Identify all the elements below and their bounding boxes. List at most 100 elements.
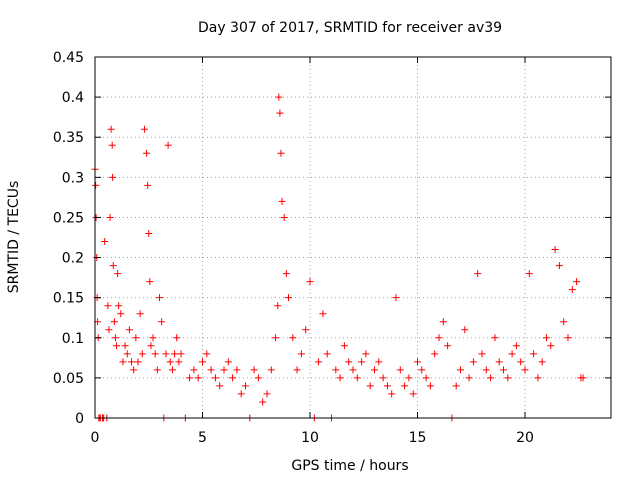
data-point (177, 350, 185, 358)
data-point (110, 318, 118, 326)
data-point (158, 318, 166, 326)
data-point (229, 374, 237, 382)
data-point (254, 374, 262, 382)
data-point (216, 382, 224, 390)
data-point (106, 213, 114, 221)
y-tick-label: 0.1 (62, 331, 84, 347)
data-point (121, 342, 129, 350)
data-point (272, 334, 280, 342)
data-point (199, 358, 206, 366)
data-point (105, 326, 113, 334)
x-tick-label: 10 (301, 430, 319, 446)
data-point (109, 262, 117, 270)
data-point (401, 382, 409, 390)
data-point (568, 286, 576, 294)
data-point (267, 366, 275, 374)
data-point (123, 350, 131, 358)
data-point (277, 149, 285, 157)
data-point (547, 342, 555, 350)
data-point (422, 374, 430, 382)
data-point (478, 350, 486, 358)
data-point (495, 358, 503, 366)
data-point (371, 366, 378, 374)
data-point (114, 270, 122, 278)
data-point (474, 270, 482, 278)
data-point (396, 366, 404, 374)
data-point (500, 366, 507, 374)
data-point (551, 246, 559, 254)
data-point (353, 374, 361, 382)
data-point (521, 366, 529, 374)
y-tick-label: 0.45 (53, 50, 84, 66)
data-point (297, 350, 305, 358)
data-point (274, 302, 282, 310)
data-point (332, 366, 340, 374)
data-point (491, 334, 499, 342)
data-point (162, 350, 170, 358)
data-point (108, 141, 116, 149)
data-point (275, 93, 283, 101)
data-point (461, 326, 469, 334)
data-point (358, 358, 366, 366)
data-point (560, 318, 568, 326)
data-point (101, 238, 109, 246)
y-tick-label: 0.35 (53, 130, 84, 146)
data-point (457, 366, 464, 374)
data-point (340, 342, 348, 350)
data-point (319, 310, 327, 318)
data-point (237, 390, 245, 398)
data-point (147, 342, 155, 350)
data-point (345, 358, 353, 366)
data-point (439, 318, 447, 326)
x-axis: 0 5 10 15 20 (91, 57, 534, 446)
data-point (119, 358, 127, 366)
data-point (194, 374, 202, 382)
y-tick-label: 0.2 (62, 251, 84, 267)
data-point (144, 181, 152, 189)
y-axis: 0 0.05 0.1 0.15 0.2 0.25 0.3 0.35 0.4 0.45 (53, 50, 611, 427)
y-tick-label: 0.3 (62, 170, 84, 186)
data-point (444, 342, 452, 350)
data-point (175, 358, 183, 366)
data-point (543, 334, 550, 342)
y-tick-label: 0.15 (53, 291, 84, 307)
data-point (211, 374, 219, 382)
data-point (143, 149, 151, 157)
data-point (149, 334, 157, 342)
data-point (224, 358, 232, 366)
x-axis-label: GPS time / hours (291, 458, 408, 474)
y-axis-label: SRMTID / TECUs (6, 181, 22, 294)
data-point (259, 398, 267, 406)
data-point (107, 125, 115, 133)
data-point (517, 358, 525, 366)
data-point (336, 374, 344, 382)
data-point (280, 213, 288, 221)
data-point (109, 173, 117, 181)
data-point (115, 302, 123, 310)
data-point (293, 366, 301, 374)
data-point (263, 390, 271, 398)
data-point (426, 382, 434, 390)
data-point (145, 229, 153, 237)
data-point (203, 350, 211, 358)
data-point (138, 350, 146, 358)
data-point (190, 366, 198, 374)
data-point (128, 358, 136, 366)
data-point (409, 390, 417, 398)
data-point (306, 278, 314, 286)
data-point (134, 358, 142, 366)
data-point (469, 358, 477, 366)
data-point (132, 334, 140, 342)
data-point (302, 326, 310, 334)
data-point (207, 366, 215, 374)
data-point (250, 366, 258, 374)
data-point (166, 358, 174, 366)
data-point (278, 197, 286, 205)
x-tick-label: 20 (516, 430, 534, 446)
data-point (153, 366, 161, 374)
grid (95, 57, 611, 418)
data-point (435, 334, 443, 342)
data-point (538, 358, 546, 366)
data-point (151, 350, 159, 358)
data-point (104, 302, 112, 310)
